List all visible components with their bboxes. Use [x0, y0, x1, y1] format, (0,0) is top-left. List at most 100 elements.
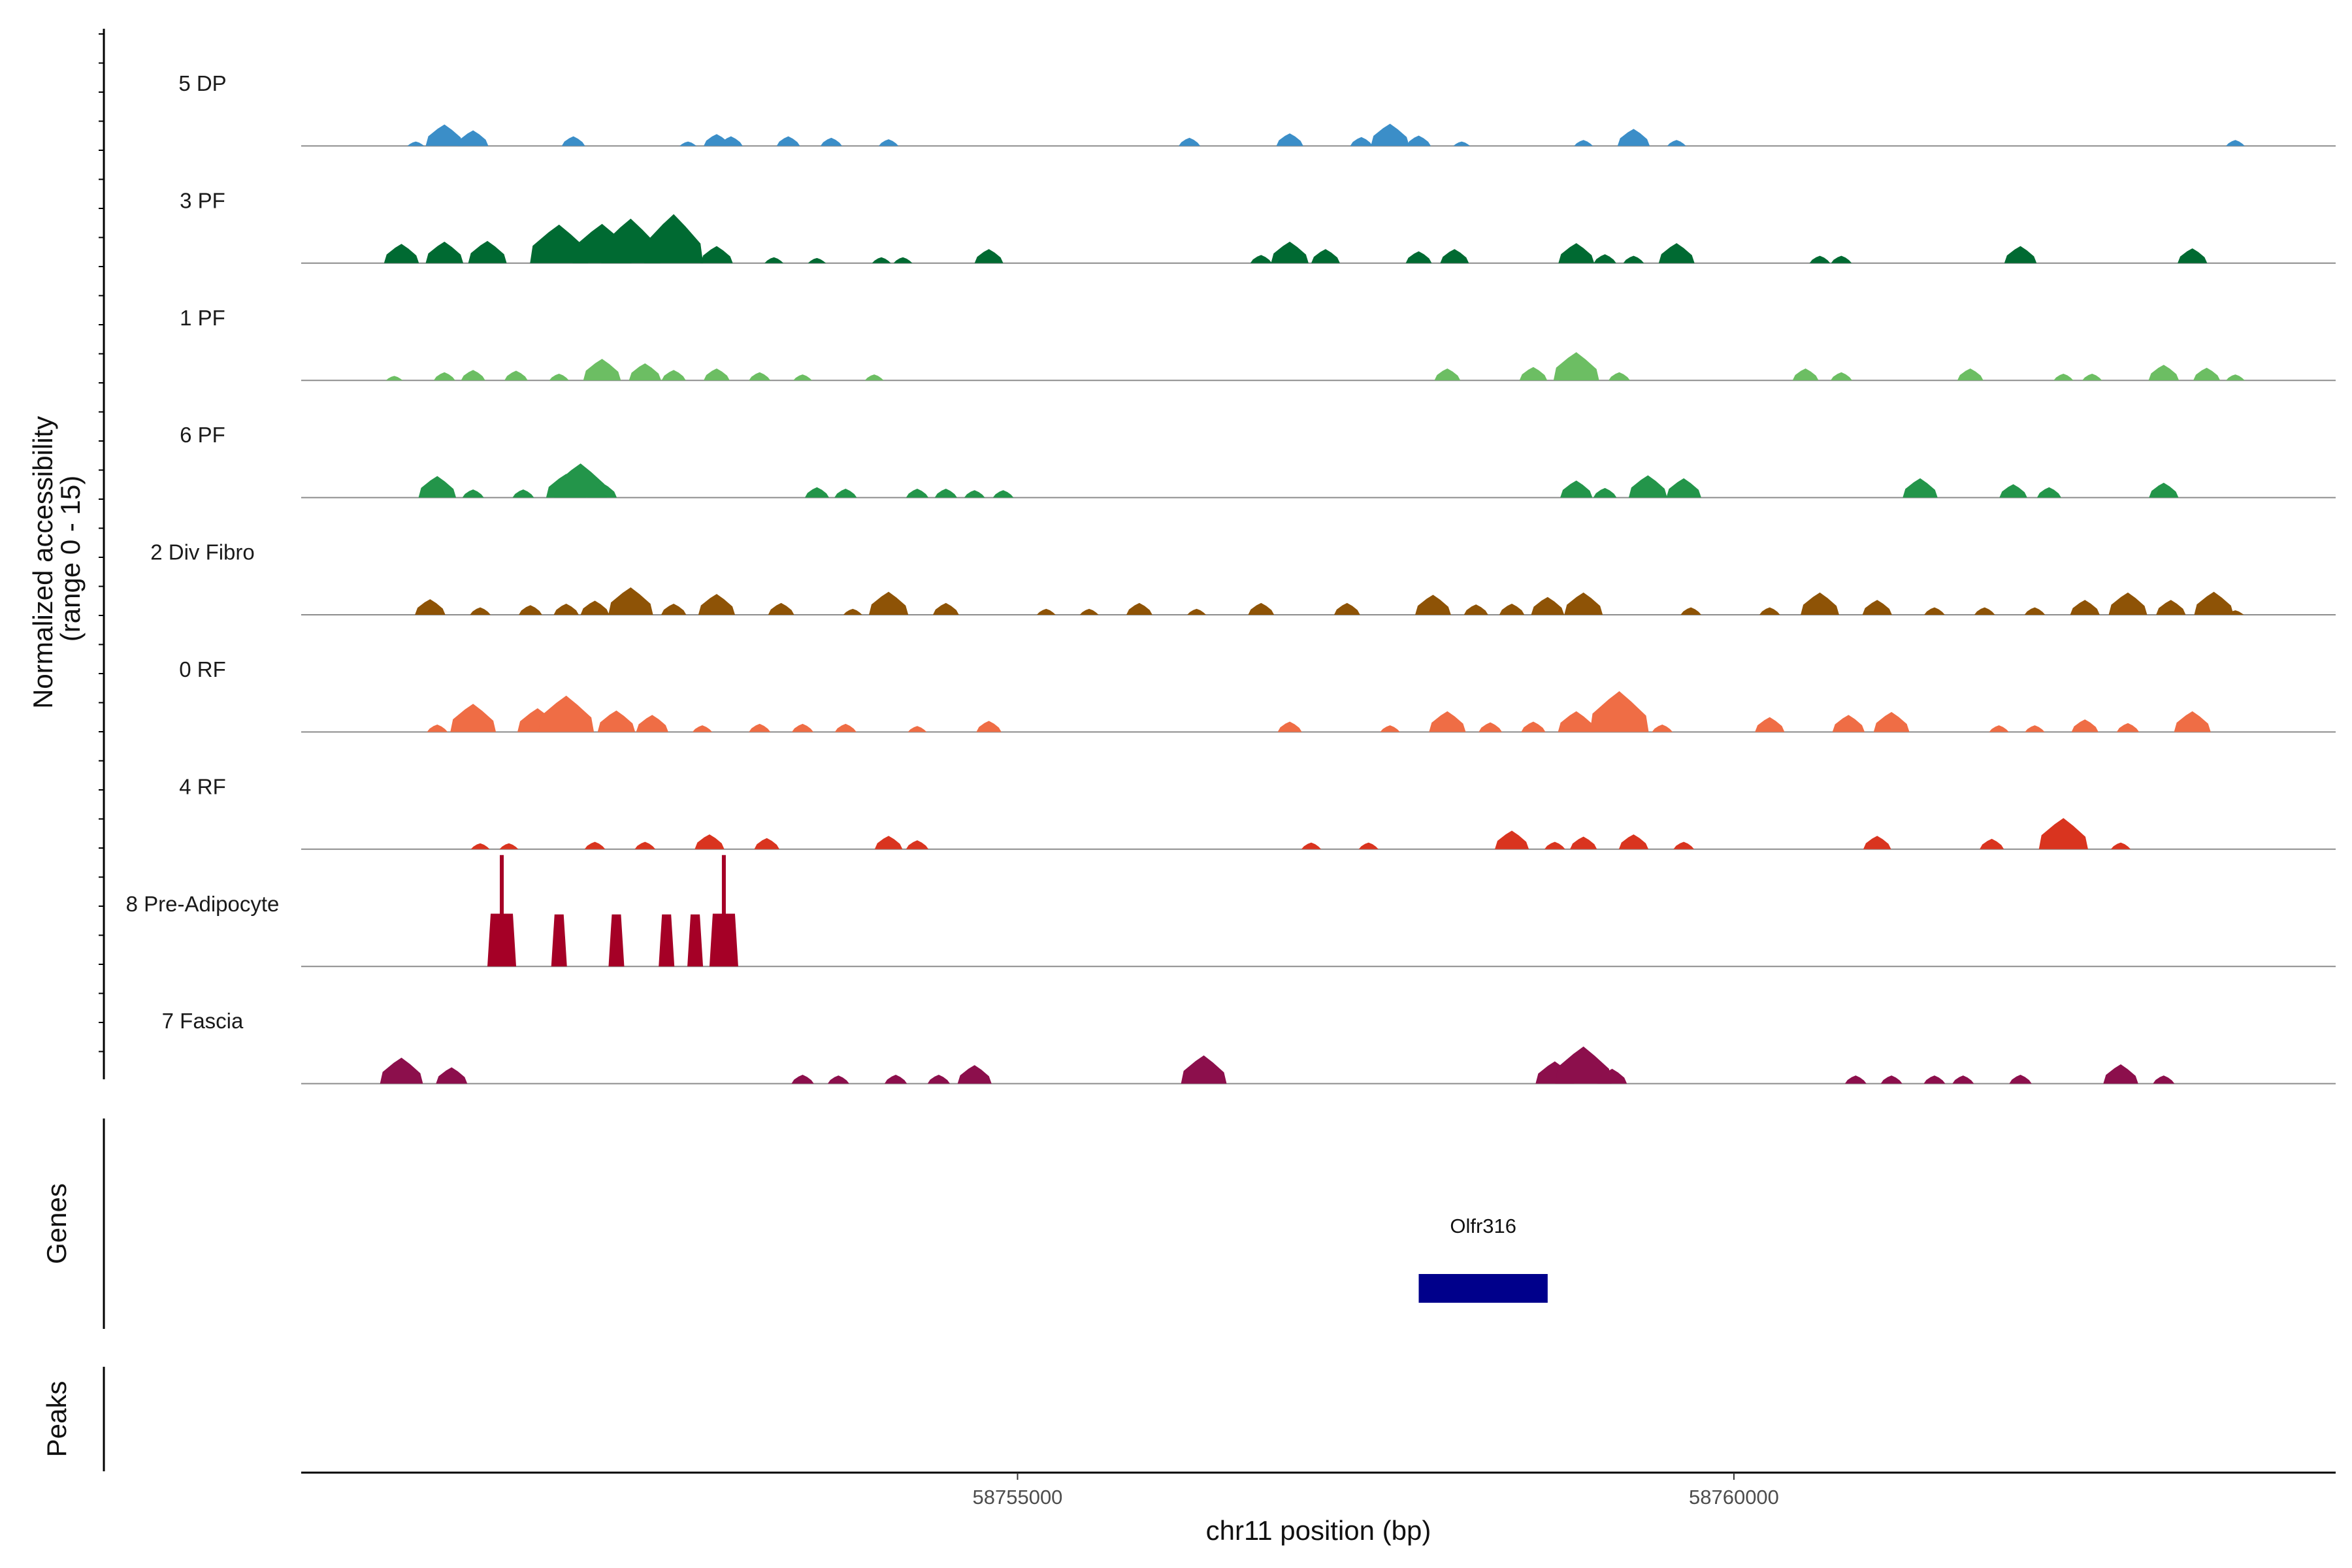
- coverage-peak: [1844, 1075, 1867, 1084]
- coverage-peak: [976, 721, 1002, 732]
- coverage-peak: [418, 476, 457, 498]
- coverage-peak: [2009, 1074, 2032, 1084]
- track-2: 3 PF: [180, 188, 2336, 264]
- coverage-peak: [551, 914, 567, 967]
- track-9: 7 Fascia: [162, 1009, 2336, 1085]
- coverage-peak: [1862, 600, 1892, 615]
- coverage-peak: [1652, 725, 1673, 732]
- x-axis-title: chr11 position (bp): [1206, 1515, 1431, 1546]
- coverage-peak: [587, 482, 617, 498]
- coverage-peak: [2053, 373, 2074, 381]
- coverage-peak: [1801, 592, 1839, 615]
- coverage-peak: [843, 608, 862, 615]
- coverage-peak: [1333, 602, 1360, 615]
- coverage-peak: [661, 370, 686, 381]
- coverage-peak: [1434, 368, 1461, 381]
- track-7: 4 RF: [179, 774, 2336, 850]
- track-label: 6 PF: [180, 423, 225, 447]
- coverage-peak: [2148, 365, 2180, 381]
- coverage-peak: [580, 600, 610, 615]
- coverage-peak: [1617, 129, 1650, 146]
- coverage-peak: [776, 136, 800, 146]
- coverage-peak: [1301, 842, 1322, 849]
- coverage-peak: [1863, 836, 1891, 849]
- coverage-peak: [538, 695, 595, 732]
- y-axis-title-line2: (range 0 - 15): [55, 476, 86, 642]
- coverage-peak: [893, 257, 913, 263]
- coverage-peak: [504, 370, 528, 381]
- coverage-peak: [1924, 607, 1945, 615]
- coverage-peak: [992, 490, 1014, 498]
- coverage-peak: [1558, 711, 1595, 732]
- gene-body: [1418, 1274, 1548, 1303]
- coverage-peak: [1830, 372, 1852, 381]
- coverage-peak: [1350, 137, 1373, 146]
- track-label: 8 Pre-Adipocyte: [126, 892, 280, 916]
- coverage-peak: [906, 840, 929, 849]
- coverage-peak: [468, 240, 507, 263]
- coverage-peak: [1531, 596, 1565, 615]
- track-label: 7 Fascia: [162, 1009, 244, 1033]
- coverage-peak: [1558, 243, 1595, 263]
- coverage-peak: [1358, 842, 1379, 849]
- coverage-peak: [957, 1065, 992, 1084]
- coverage-peak: [1832, 715, 1865, 732]
- coverage-peak: [792, 723, 814, 732]
- coverage-peak: [1495, 830, 1529, 849]
- coverage-peak: [1628, 475, 1667, 498]
- coverage-peak: [499, 843, 519, 849]
- coverage-peak: [1593, 487, 1617, 498]
- coverage-peak: [608, 914, 625, 967]
- coverage-peak: [2108, 592, 2148, 615]
- track-1: 5 DP: [178, 71, 2336, 147]
- coverage-peak: [2036, 487, 2061, 498]
- coverage-peak: [749, 372, 771, 381]
- coverage-peak: [487, 855, 517, 967]
- coverage-peak: [457, 130, 489, 146]
- coverage-peak: [1999, 484, 2027, 498]
- coverage-peak: [1574, 140, 1593, 146]
- coverage-peak: [679, 141, 697, 146]
- coverage-peak: [1271, 241, 1309, 263]
- coverage-peak: [659, 914, 675, 967]
- coverage-peak: [927, 1074, 951, 1084]
- coverage-peak: [1544, 841, 1565, 849]
- coverage-peak: [427, 725, 448, 732]
- coverage-peak: [1519, 367, 1548, 381]
- coverage-peak: [749, 723, 771, 732]
- coverage-peak: [2153, 1075, 2175, 1084]
- track-8: 8 Pre-Adipocyte: [126, 855, 2336, 968]
- coverage-peak: [1553, 352, 1599, 381]
- coverage-peak: [1673, 841, 1695, 849]
- coverage-peak: [512, 489, 534, 498]
- coverage-peak: [1564, 592, 1603, 615]
- coverage-peak: [1311, 249, 1340, 263]
- coverage-peak: [791, 1074, 814, 1084]
- coverage-peak: [1179, 137, 1201, 146]
- coverage-peak: [2082, 373, 2102, 381]
- coverage-peak: [2156, 600, 2186, 615]
- coverage-peak: [601, 218, 661, 263]
- coverage-peak: [597, 710, 636, 732]
- coverage-peak: [450, 704, 497, 732]
- track-label: 5 DP: [178, 71, 226, 95]
- coverage-peak: [820, 137, 842, 146]
- coverage-peak: [1658, 243, 1695, 263]
- coverage-peak: [1277, 721, 1302, 732]
- coverage-peak: [906, 488, 929, 498]
- coverage-peak: [793, 374, 812, 381]
- coverage-peak: [1187, 608, 1207, 615]
- coverage-peak: [1570, 836, 1597, 849]
- coverage-peak: [461, 370, 485, 381]
- coverage-peak: [436, 1067, 468, 1084]
- coverage-peak: [2174, 711, 2211, 732]
- coverage-peak: [1248, 602, 1275, 615]
- x-axis-ticks: 58755000 58760000: [973, 1473, 1779, 1509]
- coverage-peak: [1453, 141, 1471, 146]
- coverage-peak: [1429, 711, 1466, 732]
- coverage-peak: [1666, 478, 1701, 498]
- coverage-peak: [2227, 610, 2244, 615]
- track-label: 0 RF: [179, 657, 226, 681]
- coverage-peak: [1873, 711, 1910, 732]
